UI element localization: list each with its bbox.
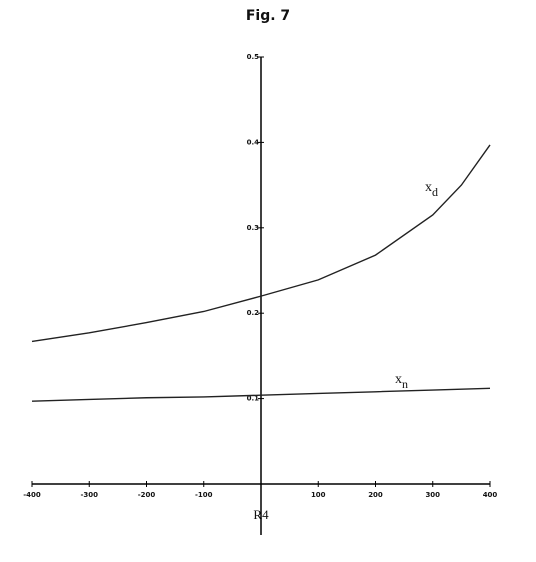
series-label-sub: d — [432, 185, 438, 199]
y-tick-label: 0.1 — [247, 395, 260, 403]
x-tick-label: 300 — [425, 491, 440, 499]
series-label-base: x — [395, 372, 402, 387]
series-label: xn — [395, 372, 408, 391]
series-label-sub: n — [402, 377, 408, 391]
series-label: xd — [425, 180, 438, 199]
data-line — [31, 387, 491, 402]
x-tick-label: -200 — [138, 491, 156, 499]
series-label-base: x — [425, 180, 432, 195]
y-tick-label: 0.2 — [247, 309, 260, 317]
chart-title: Fig. 7 — [246, 8, 290, 24]
y-tick-label: 0.3 — [247, 224, 260, 232]
x-tick-label: 200 — [368, 491, 383, 499]
data-line — [31, 144, 491, 343]
x-tick-label: -300 — [80, 491, 98, 499]
x-tick-label: 400 — [483, 491, 498, 499]
x-tick-label: -400 — [23, 491, 41, 499]
y-tick-label: 0.4 — [247, 138, 260, 146]
y-tick-label: 0.5 — [247, 53, 260, 61]
x-tick-label: -100 — [195, 491, 213, 499]
x-tick-label: 100 — [311, 491, 326, 499]
